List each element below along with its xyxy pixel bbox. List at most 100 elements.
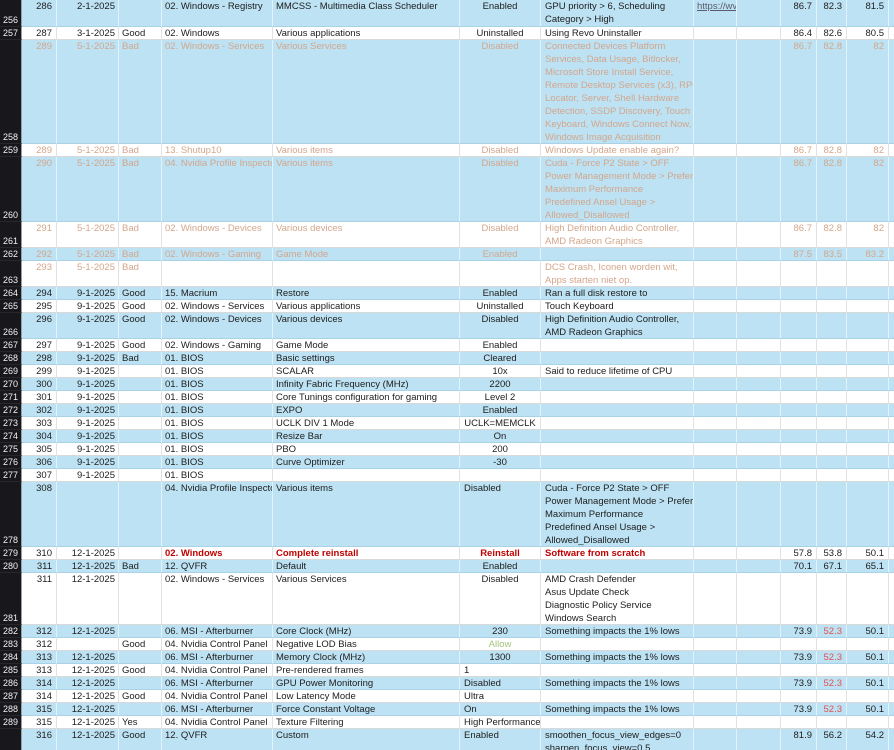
cell-value-2[interactable] [817,417,847,430]
row-header[interactable]: 277 [0,469,22,482]
cell-value-2[interactable]: 83.5 [817,248,847,261]
cell-value-1[interactable] [781,378,817,391]
cell-notes[interactable]: High Definition Audio Controller, AMD Rad… [541,222,694,248]
cell-description[interactable]: Various Services [273,40,460,144]
cell-status[interactable]: Disabled [460,40,541,144]
cell-notes[interactable] [541,352,694,365]
cell-good-bad[interactable] [119,573,162,625]
cell-good-bad[interactable] [119,378,162,391]
cell-entry[interactable]: 313 [22,664,57,677]
cell-notes[interactable] [541,690,694,703]
cell-status[interactable]: Ultra [460,690,541,703]
cell-description[interactable]: Various applications [273,27,460,40]
cell-value-3[interactable]: 82 [847,222,889,248]
cell-value-3[interactable] [847,443,889,456]
cell-date[interactable]: 9-1-2025 [57,391,119,404]
cell-description[interactable]: SCALAR [273,365,460,378]
cell-notes[interactable] [541,417,694,430]
cell-date[interactable]: 12-1-2025 [57,625,119,638]
cell-value-2[interactable] [817,690,847,703]
cell-good-bad[interactable]: Yes [119,716,162,729]
cell-link[interactable] [694,625,737,638]
row-header[interactable]: 280 [0,560,22,573]
cell-empty[interactable] [737,573,781,625]
cell-status[interactable]: On [460,703,541,716]
cell-notes[interactable] [541,248,694,261]
cell-notes[interactable] [541,456,694,469]
cell-category[interactable]: 06. MSI - Afterburner [162,625,273,638]
cell-category[interactable]: 06. MSI - Afterburner [162,651,273,664]
cell-notes[interactable] [541,443,694,456]
cell-category[interactable]: 02. Windows - Services [162,300,273,313]
cell-entry[interactable]: 292 [22,248,57,261]
cell-notes[interactable]: Using Revo Uninstaller [541,27,694,40]
cell-status[interactable]: Level 2 [460,391,541,404]
cell-link[interactable] [694,313,737,339]
cell-value-3[interactable]: 50.1 [847,547,889,560]
cell-value-3[interactable] [847,313,889,339]
cell-category[interactable]: 02. Windows - Devices [162,313,273,339]
cell-entry[interactable]: 313 [22,651,57,664]
row-header[interactable]: 274 [0,430,22,443]
cell-value-3[interactable]: 50.1 [847,703,889,716]
cell-link[interactable] [694,430,737,443]
cell-empty[interactable] [737,378,781,391]
cell-date[interactable]: 12-1-2025 [57,690,119,703]
cell-link[interactable] [694,222,737,248]
cell-entry[interactable]: 290 [22,157,57,222]
cell-value-1[interactable] [781,339,817,352]
cell-notes[interactable]: DCS Crash, Iconen worden wit, Apps starte… [541,261,694,287]
cell-link[interactable] [694,391,737,404]
cell-link[interactable] [694,456,737,469]
cell-entry[interactable]: 287 [22,27,57,40]
cell-empty[interactable] [737,417,781,430]
row-header[interactable]: 288 [0,703,22,716]
cell-entry[interactable]: 291 [22,222,57,248]
cell-date[interactable]: 5-1-2025 [57,157,119,222]
cell-description[interactable]: GPU Power Monitoring [273,677,460,690]
cell-date[interactable]: 12-1-2025 [57,573,119,625]
cell-description[interactable]: Complete reinstall [273,547,460,560]
row-header[interactable]: 266 [0,313,22,339]
cell-description[interactable]: PBO [273,443,460,456]
cell-status[interactable]: Enabled [460,729,541,750]
cell-category[interactable]: 02. Windows - Gaming [162,339,273,352]
cell-date[interactable]: 9-1-2025 [57,417,119,430]
cell-value-3[interactable] [847,430,889,443]
cell-value-3[interactable] [847,638,889,651]
cell-value-2[interactable]: 82.8 [817,222,847,248]
cell-value-1[interactable]: 86.7 [781,0,817,27]
cell-empty[interactable] [737,482,781,547]
cell-status[interactable] [460,261,541,287]
cell-notes[interactable]: GPU priority > 6, Scheduling Category > H… [541,0,694,27]
cell-status[interactable]: Enabled [460,339,541,352]
cell-description[interactable]: Various items [273,157,460,222]
cell-empty[interactable] [737,261,781,287]
cell-notes[interactable] [541,378,694,391]
cell-value-1[interactable] [781,443,817,456]
cell-date[interactable]: 12-1-2025 [57,677,119,690]
cell-category[interactable]: 01. BIOS [162,365,273,378]
cell-status[interactable]: 1300 [460,651,541,664]
cell-category[interactable]: 01. BIOS [162,456,273,469]
cell-description[interactable]: EXPO [273,404,460,417]
cell-description[interactable]: Infinity Fabric Frequency (MHz) [273,378,460,391]
cell-value-1[interactable] [781,638,817,651]
cell-status[interactable]: Disabled [460,482,541,547]
cell-good-bad[interactable]: Bad [119,157,162,222]
cell-value-1[interactable]: 81.9 [781,729,817,750]
cell-empty[interactable] [737,638,781,651]
cell-value-2[interactable]: 82.8 [817,157,847,222]
cell-status[interactable]: 230 [460,625,541,638]
cell-value-3[interactable] [847,573,889,625]
cell-description[interactable]: Various devices [273,222,460,248]
cell-value-2[interactable] [817,378,847,391]
cell-date[interactable]: 9-1-2025 [57,339,119,352]
cell-empty[interactable] [737,300,781,313]
cell-good-bad[interactable] [119,469,162,482]
cell-value-3[interactable]: 54.2 [847,729,889,750]
cell-entry[interactable]: 302 [22,404,57,417]
cell-value-2[interactable] [817,261,847,287]
cell-notes[interactable] [541,664,694,677]
row-header[interactable] [0,729,22,750]
